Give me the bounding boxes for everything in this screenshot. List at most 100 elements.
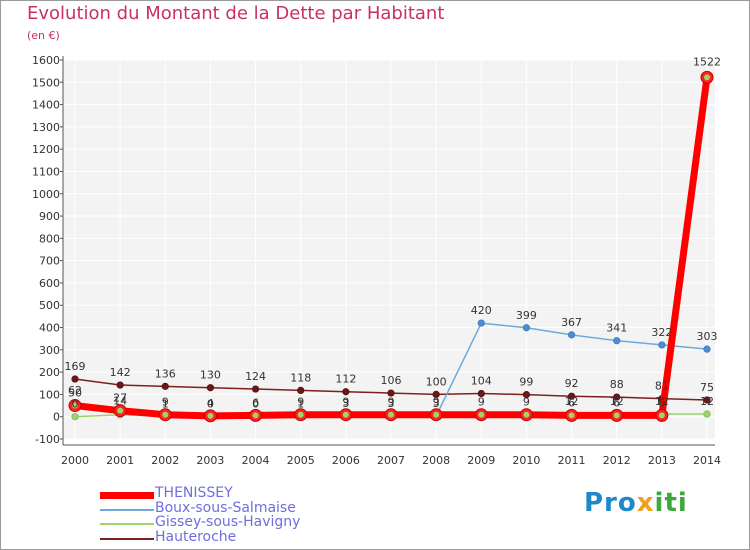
data-label-thenissey: 9 [162,396,169,409]
data-point-inner-thenissey [704,74,710,81]
data-label-hauteroche: 124 [245,370,266,383]
x-tick-label: 2013 [648,454,676,467]
y-tick-label: 1200 [32,143,60,156]
x-tick-label: 2011 [558,454,586,467]
data-label-boux-sous-salmaise: 322 [651,326,672,339]
data-label-hauteroche: 88 [610,378,624,391]
legend-swatch [100,523,154,525]
data-label-boux-sous-salmaise: 14 [113,395,127,408]
data-point-inner-thenissey [388,411,394,418]
data-point-gissey-sous-havigny [71,413,79,421]
data-label-boux-sous-salmaise: 1 [162,397,169,410]
data-point-inner-thenissey [72,402,78,409]
data-label-thenissey: 1522 [693,55,721,68]
x-tick-label: 2004 [242,454,270,467]
data-label-hauteroche: 169 [65,360,86,373]
data-point-inner-thenissey [613,412,620,419]
x-tick-label: 2014 [693,454,721,467]
data-label-hauteroche: 106 [381,374,402,387]
data-label-gissey-sous-havigny: 0 [72,398,79,411]
data-label-thenissey: 9 [342,396,349,409]
data-label-boux-sous-salmaise: 1 [297,397,304,410]
data-label-boux-sous-salmaise: 367 [561,316,582,329]
data-label-gissey-sous-havigny: 12 [565,395,579,408]
data-point-gissey-sous-havigny [703,410,711,418]
chart-unit-label: (en €) [27,29,60,42]
x-tick-label: 2002 [151,454,179,467]
y-tick-label: -100 [35,433,60,446]
data-label-thenissey: 50 [68,387,82,400]
plot-area [63,60,715,439]
data-point-hauteroche [613,393,621,401]
data-label-boux-sous-salmaise: 341 [606,322,627,335]
data-label-thenissey: 6 [568,396,575,409]
data-label-gissey-sous-havigny: 12 [610,395,624,408]
y-tick-label: 1000 [32,188,60,201]
y-tick-label: 800 [39,232,60,245]
data-label-hauteroche: 130 [200,369,221,382]
data-point-inner-thenissey [162,411,169,418]
data-label-thenissey: 9 [478,396,485,409]
legend-label: Boux-sous-Salmaise [155,500,296,516]
data-point-inner-thenissey [297,411,304,418]
data-point-hauteroche [297,386,305,394]
data-point-hauteroche [206,384,215,392]
x-tick-label: 2005 [287,454,315,467]
data-point-inner-thenissey [117,407,124,414]
y-tick-label: 1400 [32,99,60,112]
data-point-hauteroche [342,388,350,396]
data-label-thenissey: 9 [433,396,440,409]
legend-swatch [100,538,154,540]
data-label-hauteroche: 104 [471,375,492,388]
data-point-hauteroche [567,392,576,400]
data-label-boux-sous-salmaise: 3 [388,397,395,410]
data-label-hauteroche: 81 [655,380,669,393]
data-label-hauteroche: 112 [335,373,356,386]
data-point-inner-thenissey [433,411,440,418]
y-tick-label: 100 [39,388,60,401]
data-label-gissey-sous-havigny: 12 [655,395,669,408]
data-label-boux-sous-salmaise: 420 [471,304,492,317]
data-label-thenissey: 9 [297,396,304,409]
data-point-hauteroche [522,391,531,399]
data-point-boux-sous-salmaise [522,324,531,332]
x-tick-label: 2010 [512,454,540,467]
data-label-thenissey: 9 [523,396,530,409]
data-point-boux-sous-salmaise [567,331,576,339]
y-tick-label: 700 [39,255,60,268]
data-label-thenissey: 9 [388,396,395,409]
y-tick-label: 1500 [32,76,60,89]
data-point-hauteroche [251,385,260,393]
data-label-thenissey: 27 [113,392,127,405]
data-label-boux-sous-salmaise: 62 [68,384,82,397]
data-point-inner-thenissey [523,411,530,418]
legend-swatch [100,491,154,499]
y-tick-label: 1100 [32,165,60,178]
data-point-inner-thenissey [252,412,259,419]
data-label-boux-sous-salmaise: 0 [252,398,259,411]
legend-label: THENISSEY [155,485,233,501]
x-tick-label: 2000 [61,454,89,467]
chart-title: Evolution du Montant de la Dette par Hab… [27,3,445,24]
x-tick-label: 2012 [603,454,631,467]
y-tick-label: 0 [53,411,60,424]
x-tick-label: 2007 [377,454,405,467]
data-point-hauteroche [387,389,395,397]
data-point-hauteroche [477,389,485,398]
proxiti-logo: Proxiti [584,488,688,518]
x-tick-label: 2008 [422,454,450,467]
data-label-thenissey: 6 [658,396,665,409]
data-label-hauteroche: 92 [565,377,579,390]
data-label-hauteroche: 75 [700,381,714,394]
data-label-hauteroche: 100 [426,375,447,388]
data-label-hauteroche: 99 [519,376,533,389]
y-tick-label: 900 [39,210,60,223]
data-point-boux-sous-salmaise [658,341,666,349]
data-point-inner-thenissey [342,411,349,418]
data-label-thenissey: 4 [207,397,214,410]
data-label-boux-sous-salmaise: 3 [342,397,349,410]
y-tick-label: 500 [39,299,60,312]
data-point-inner-thenissey [478,411,485,418]
data-label-boux-sous-salmaise: 0 [207,398,214,411]
data-label-thenissey: 6 [252,396,259,409]
